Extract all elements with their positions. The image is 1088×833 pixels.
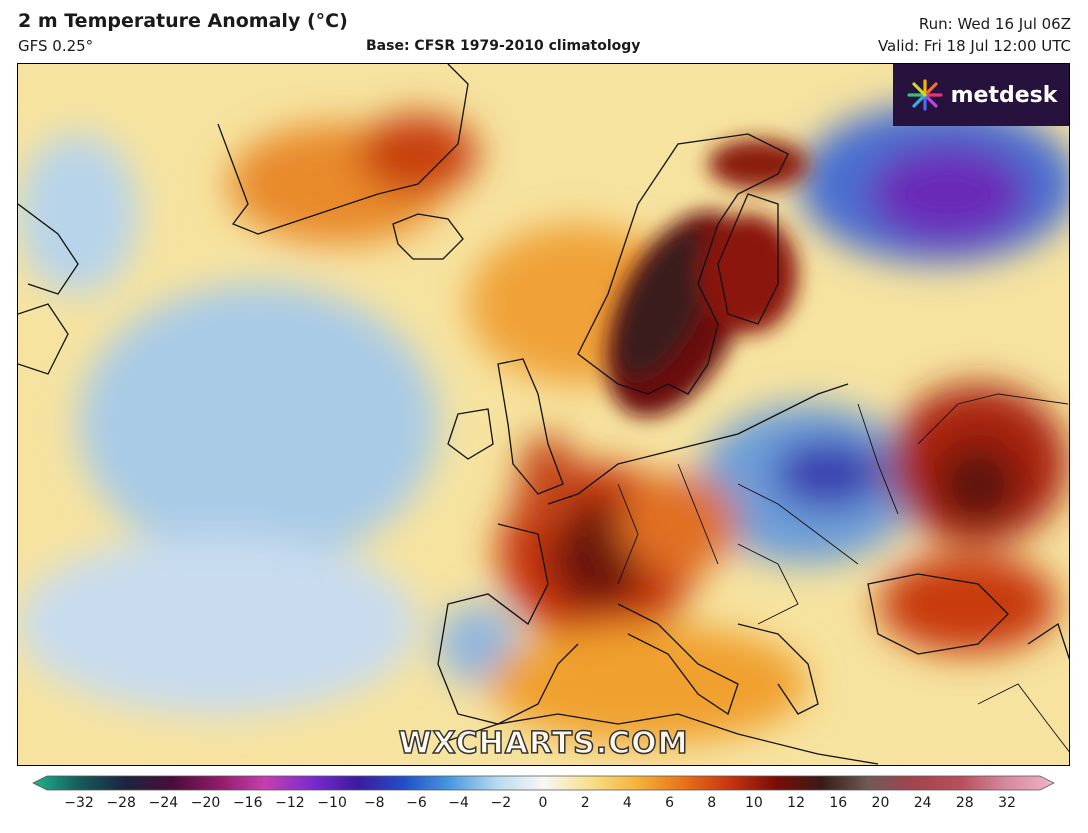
- colorbar-tick-label: −10: [317, 795, 347, 811]
- anomaly-map-canvas: [18, 64, 1069, 765]
- colorbar-tick-label: −24: [148, 795, 179, 811]
- anomaly-map: metdesk WXCHARTS.COM: [17, 63, 1070, 766]
- colorbar-tick-label: −4: [448, 795, 469, 811]
- colorbar-tick-label: −8: [363, 795, 385, 811]
- colorbar-tick-label: 2: [580, 795, 590, 811]
- coastlines: [18, 64, 1069, 765]
- chart-title: 2 m Temperature Anomaly (°C): [18, 10, 348, 32]
- climatology-base-label: Base: CFSR 1979-2010 climatology: [366, 38, 641, 54]
- colorbar-tick-label: 8: [707, 795, 717, 811]
- colorbar-tick-label: −28: [106, 795, 136, 811]
- colorbar: −32 −28 −24 −20 −16 −12 −10 −8 −6 −4 −2 0 2 4 6 8 10 12 16…: [0, 772, 1088, 833]
- valid-time-label: Valid: Fri 18 Jul 12:00 UTC: [877, 37, 1071, 55]
- colorbar-tick-label: 28: [955, 795, 974, 811]
- run-time-label: Run: Wed 16 Jul 06Z: [918, 15, 1071, 33]
- metdesk-logo-text: metdesk: [950, 82, 1058, 108]
- colorbar-tick-label: −20: [190, 795, 221, 811]
- metdesk-burst-icon: [907, 79, 943, 111]
- colorbar-tick-label: 32: [998, 795, 1016, 811]
- colorbar-tick-label: −2: [490, 795, 512, 811]
- colorbar-tick-label: 4: [622, 795, 632, 811]
- colorbar-tick-label: 20: [871, 795, 890, 811]
- colorbar-tick-label: 12: [787, 795, 805, 811]
- colorbar-tick-label: −16: [232, 795, 263, 811]
- colorbar-bar: [32, 775, 1055, 791]
- colorbar-tick-label: −6: [406, 795, 427, 811]
- colorbar-tick-label: 0: [538, 795, 548, 811]
- scandinavia-hotspot: [606, 139, 808, 417]
- colorbar-tick-label: 6: [665, 795, 674, 811]
- colorbar-tick-label: −12: [275, 795, 305, 811]
- colorbar-tick-label: 16: [829, 795, 848, 811]
- colorbar-tick-label: 10: [744, 795, 763, 811]
- colorbar-strip: [32, 775, 1055, 791]
- metdesk-logo: metdesk: [893, 64, 1069, 126]
- colorbar-tick-label: −32: [64, 795, 94, 811]
- model-label: GFS 0.25°: [18, 37, 94, 55]
- colorbar-tick-label: 24: [913, 795, 932, 811]
